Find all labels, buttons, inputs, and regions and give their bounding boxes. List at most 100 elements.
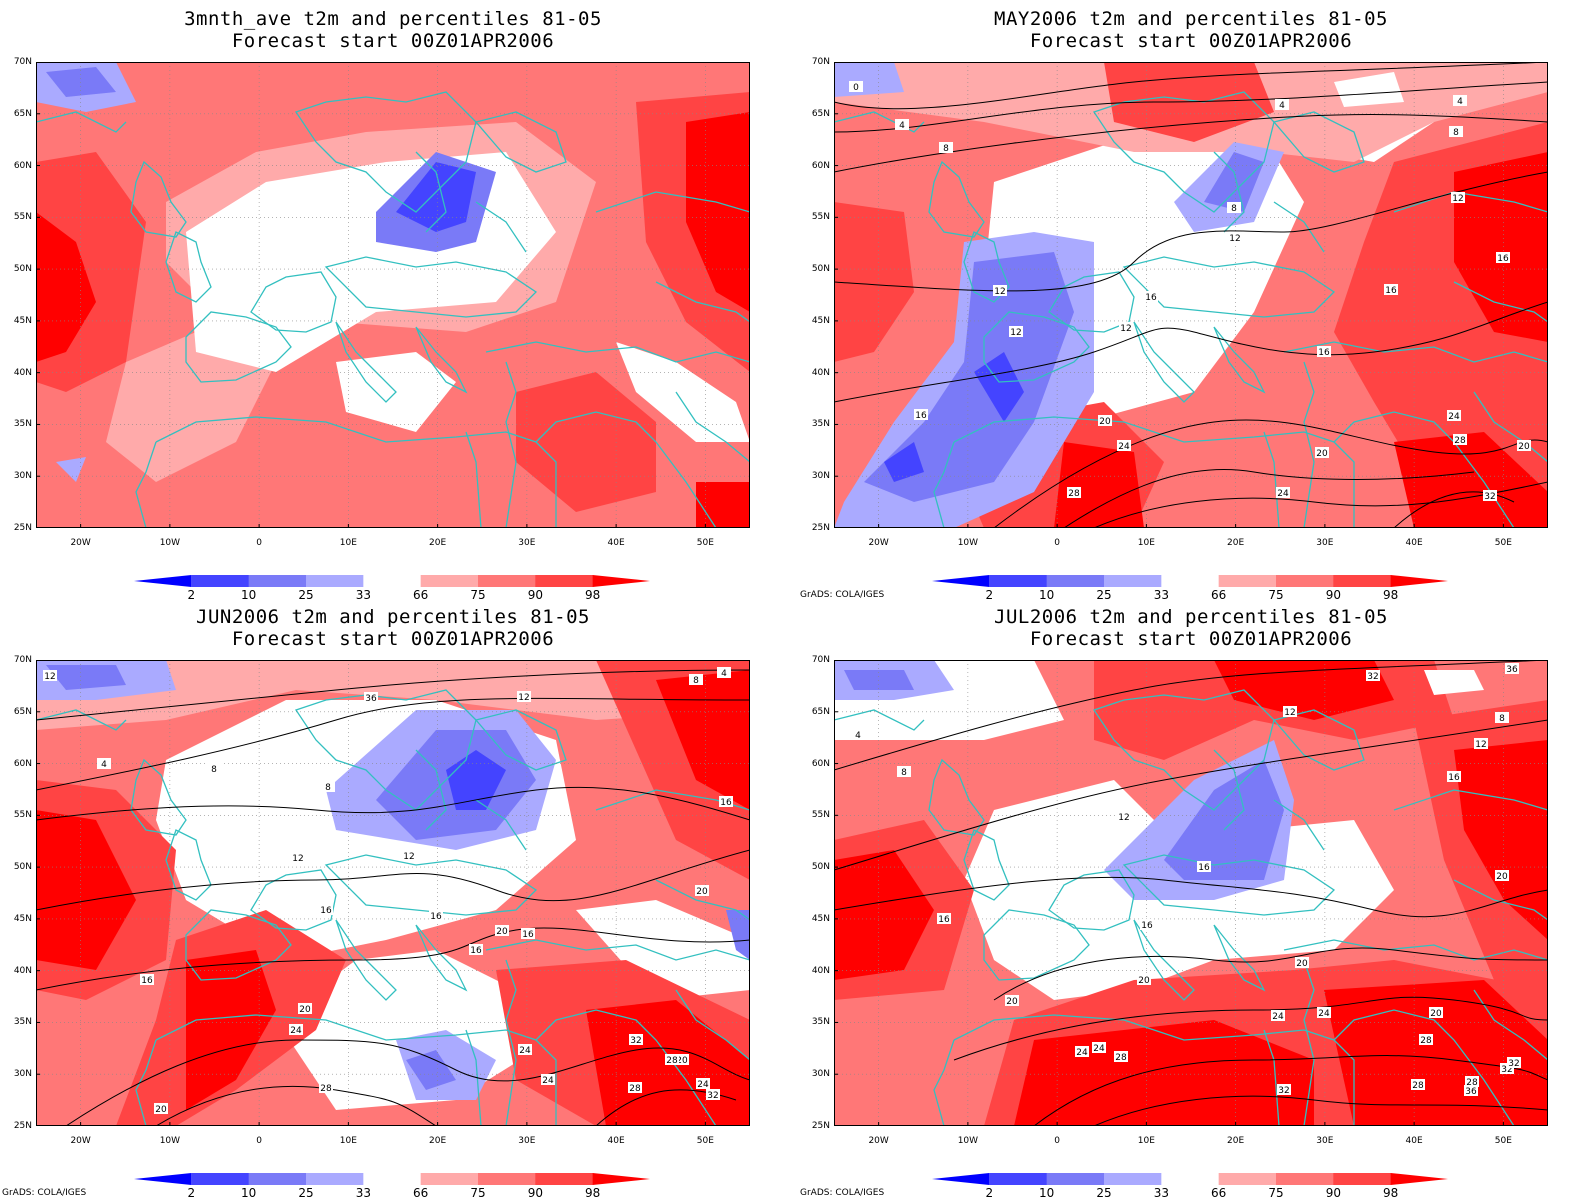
latitude-label: 30N	[13, 471, 32, 482]
colorbar	[134, 1173, 650, 1185]
coastline	[505, 959, 517, 1126]
coastline	[155, 416, 557, 528]
contour-label-text: 8	[693, 676, 699, 686]
contour-label: 24	[518, 1044, 532, 1056]
contour-label-text: 8	[901, 768, 907, 778]
grads-credit: GrADS: COLA/IGES	[2, 1188, 87, 1198]
contour-label-bg	[1005, 995, 1019, 1006]
coastline	[485, 341, 750, 363]
contour-label: 16	[469, 944, 483, 956]
panel-subtitle: Forecast start 00Z01APR2006	[1029, 30, 1353, 52]
coastline	[474, 709, 567, 771]
contour-label-bg	[1496, 252, 1510, 263]
longitude-label: 10E	[1137, 538, 1155, 548]
coastline	[475, 201, 527, 253]
contour-label: 28	[628, 1082, 642, 1094]
colorbar-tick-label: 75	[470, 1186, 486, 1200]
contour-label: 20	[675, 1054, 689, 1066]
contour-label-bg	[1117, 440, 1131, 451]
isotherm-contour	[993, 947, 1548, 1001]
percentile-region	[696, 482, 750, 528]
contour-label-text: 16	[430, 912, 442, 922]
colorbar	[932, 1173, 1448, 1185]
longitude-label: 40E	[1405, 1136, 1423, 1146]
contour-label-text: 16	[1318, 348, 1330, 358]
percentile-region	[46, 665, 126, 690]
percentile-region	[974, 352, 1024, 422]
coastline	[1273, 799, 1325, 851]
percentile-region	[56, 457, 86, 482]
latitude-label: 45N	[13, 913, 32, 924]
contour-label: 4	[895, 119, 909, 131]
contour-label-bg	[897, 766, 911, 777]
coastline	[1333, 411, 1515, 528]
contour-label-bg	[1483, 490, 1497, 501]
contour-label: 4	[1453, 95, 1467, 107]
contour-label: 12	[402, 850, 416, 862]
panel-title: JUN2006 t2m and percentiles 81-05	[196, 606, 590, 628]
latitude-label: 35N	[13, 419, 32, 430]
latitude-label: 65N	[13, 108, 32, 119]
latitude-label: 60N	[811, 758, 830, 769]
coastline	[415, 326, 468, 394]
contour-label-text: 28	[1115, 1053, 1127, 1063]
contour-label-text: 20	[1006, 997, 1018, 1007]
contour-label-text: 12	[1010, 328, 1021, 338]
contour-label: 16	[719, 796, 733, 808]
contour-label-bg	[1075, 1046, 1089, 1057]
percentile-region	[844, 670, 914, 690]
contour-label: 16	[1197, 861, 1211, 873]
contour-label: 32	[1500, 1063, 1514, 1075]
contour-label: 12	[1474, 738, 1488, 750]
contour-label: 20	[1098, 415, 1112, 427]
colorbar-segment	[1276, 575, 1334, 587]
latitude-label: 70N	[13, 655, 32, 665]
coastline	[1122, 256, 1336, 318]
coastline	[1272, 709, 1365, 771]
isotherm-contour	[1393, 491, 1515, 528]
coastline	[415, 924, 468, 992]
percentile-region	[864, 252, 1074, 502]
contour-label: 4	[1275, 99, 1289, 111]
contour-label-text: 8	[1231, 204, 1237, 214]
contour-label-text: 4	[1457, 97, 1463, 107]
coastline	[185, 311, 292, 383]
contour-label-bg	[1119, 322, 1133, 333]
contour-label-bg	[1275, 99, 1289, 110]
contour-label: 24	[1276, 487, 1290, 499]
colorbar-tick-label: 66	[413, 588, 429, 602]
coastline	[1473, 391, 1548, 463]
colorbar-arrow-left	[134, 1173, 192, 1185]
contour-label: 8	[1449, 126, 1463, 138]
contour-label-bg	[291, 852, 305, 863]
contour-label-text: 20	[1496, 872, 1508, 882]
contour-label: 16	[1140, 919, 1154, 931]
contour-label-bg	[140, 974, 154, 985]
colorbar-tick-label: 2	[985, 1186, 994, 1200]
colorbar-tick-label: 2	[187, 588, 196, 602]
contour-label: 32	[706, 1089, 720, 1101]
coastline	[595, 191, 750, 213]
coastline	[1263, 431, 1280, 528]
map-plot: 4 8 8 12 12 12 16 16 16 16 20 20 20 20 20 24 24 24 24 28 28 2…	[834, 660, 1548, 1126]
contour-label-bg	[1009, 326, 1023, 337]
contour-label-bg	[1092, 1042, 1106, 1053]
colorbar-tick-label: 98	[585, 1186, 601, 1200]
percentile-region	[36, 660, 750, 730]
contour-label: 28	[1114, 1051, 1128, 1063]
contour-label-bg	[1451, 192, 1465, 203]
coastline	[1303, 361, 1315, 528]
colorbar-arrow-right	[592, 1173, 650, 1185]
coastline	[1272, 111, 1365, 173]
colorbar-segment	[1104, 1173, 1162, 1185]
percentile-region	[884, 442, 924, 482]
contour-label: 24	[1317, 1007, 1331, 1019]
longitude-label: 10W	[159, 1136, 181, 1146]
map-frame	[834, 62, 1548, 528]
coastline	[36, 111, 127, 133]
colorbar-tick-label: 2	[187, 1186, 196, 1200]
longitude-label: 20W	[70, 1136, 91, 1146]
contour-label: 24	[541, 1074, 555, 1086]
contour-label: 16	[1317, 346, 1331, 358]
contour-label-bg	[1500, 1063, 1514, 1074]
